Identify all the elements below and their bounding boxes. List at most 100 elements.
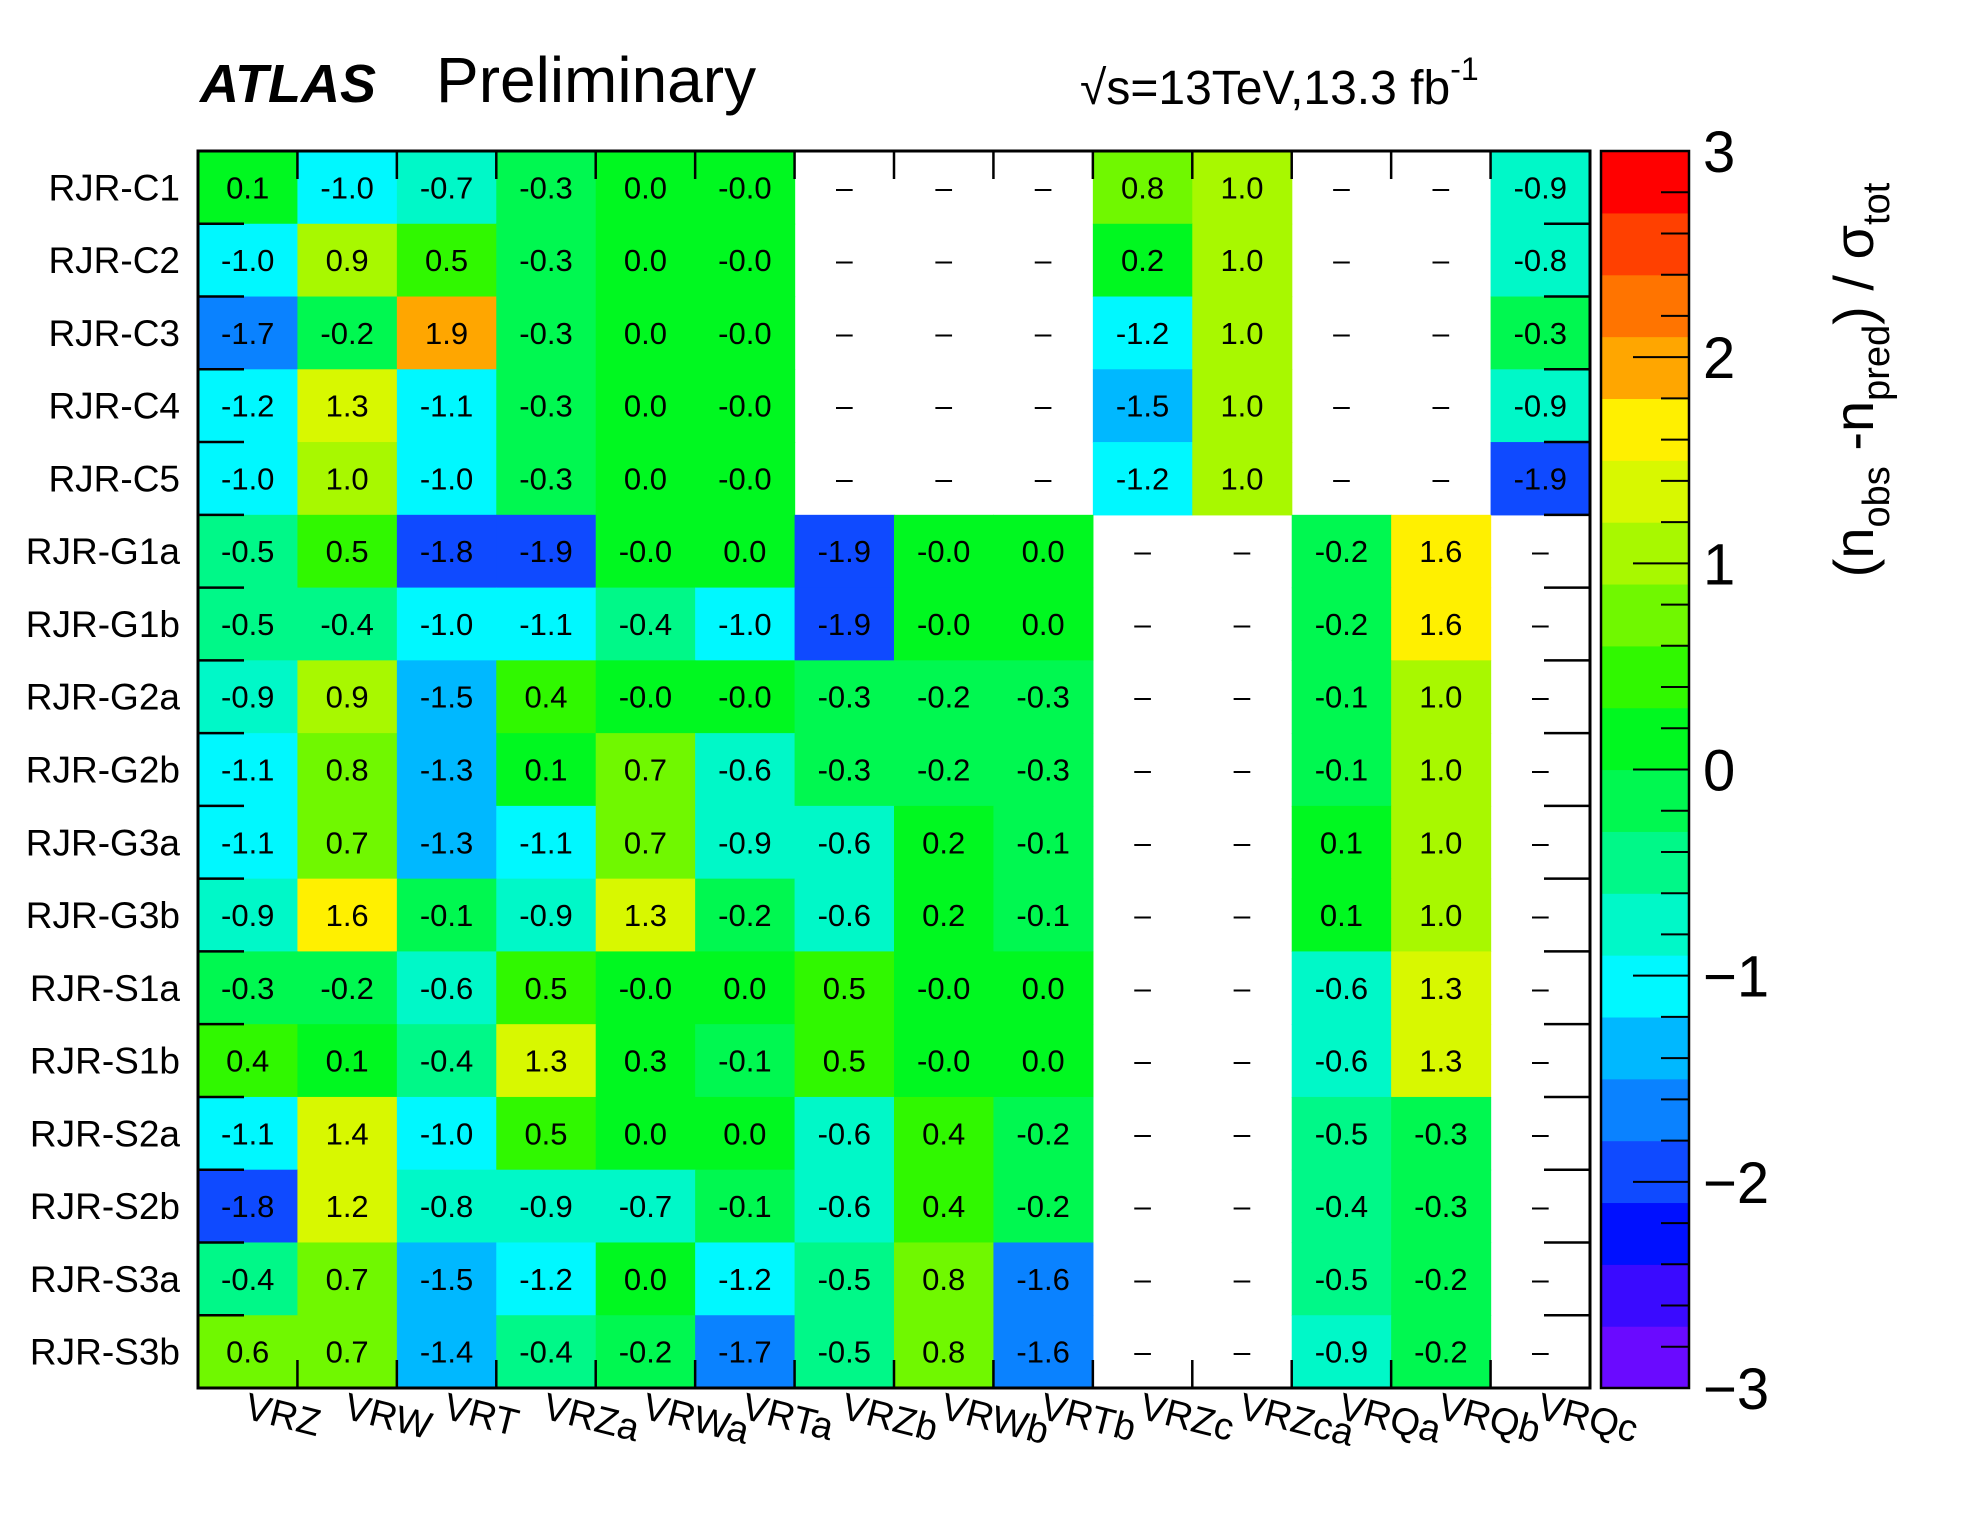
heatmap-cell (894, 1315, 995, 1389)
heatmap-cell (297, 442, 398, 516)
empty-cell-dash: – (1532, 681, 1549, 714)
heatmap-cell (794, 514, 895, 589)
cell-value-label: -0.0 (917, 607, 970, 642)
empty-cell-dash: – (935, 171, 952, 204)
colorbar-segment (1601, 460, 1689, 523)
heatmap-cell (794, 951, 895, 1025)
heatmap-cell (1291, 1024, 1392, 1098)
x-category-label: VRWa (639, 1386, 754, 1453)
cell-value-label: -0.6 (1315, 971, 1368, 1006)
x-category-label: VRT (440, 1386, 523, 1445)
empty-cell-dash: – (1234, 1045, 1251, 1078)
cell-value-label: 1.3 (1419, 971, 1462, 1006)
x-category-label: VRQa (1335, 1386, 1446, 1452)
empty-cell-dash: – (1532, 535, 1549, 568)
cell-value-label: 0.1 (524, 753, 567, 788)
y-category-label: RJR-G3a (26, 822, 181, 863)
empty-cell-dash: – (1532, 826, 1549, 859)
heatmap-cell (198, 1315, 299, 1389)
cell-value-label: -1.9 (818, 607, 871, 642)
empty-cell-dash: – (1333, 171, 1350, 204)
heatmap-cell (297, 587, 398, 661)
cell-value-label: 0.1 (326, 1044, 369, 1079)
cell-value-label: -1.0 (221, 461, 274, 496)
cell-value-label: -0.0 (718, 316, 771, 351)
y-category-label: RJR-C5 (48, 458, 180, 499)
cell-value-label: -0.3 (519, 316, 572, 351)
heatmap-cell (297, 1242, 398, 1316)
y-category-label: RJR-S1b (30, 1041, 180, 1082)
colorbar-segment (1601, 955, 1689, 1018)
cell-value-label: -0.2 (619, 1335, 672, 1370)
empty-cell-dash: – (836, 390, 853, 423)
cell-value-label: 1.6 (1419, 607, 1462, 642)
cell-value-label: 1.3 (524, 1044, 567, 1079)
cell-value-label: 0.4 (524, 680, 567, 715)
cell-value-label: 0.8 (922, 1335, 965, 1370)
heatmap-cell (297, 805, 398, 880)
cell-value-label: -0.3 (519, 243, 572, 278)
cell-value-label: -0.2 (320, 316, 373, 351)
y-category-label: RJR-C3 (48, 313, 180, 354)
empty-cell-dash: – (1234, 535, 1251, 568)
cell-value-label: 0.5 (823, 1044, 866, 1079)
cell-value-label: 1.0 (1220, 170, 1263, 205)
cell-value-label: -0.0 (718, 243, 771, 278)
heatmap-cell (993, 951, 1094, 1025)
cell-value-label: 1.0 (1419, 753, 1462, 788)
energy-label: √s=13TeV,13.3 fb-1 (1080, 51, 1479, 115)
heatmap-cell (297, 951, 398, 1025)
colorbar-title-tot: tot (1856, 182, 1898, 225)
cell-value-label: -0.2 (320, 971, 373, 1006)
cell-value-label: -0.9 (519, 1189, 572, 1224)
empty-cell-dash: – (1134, 681, 1151, 714)
cell-value-label: -0.6 (818, 898, 871, 933)
cell-value-label: -0.5 (1315, 1262, 1368, 1297)
heatmap-cell (1192, 296, 1293, 370)
y-axis-labels: RJR-C1 RJR-C2 RJR-C3 RJR-C4 RJR-C5 RJR-G1a RJR… (26, 167, 181, 1372)
cell-value-label: -0.1 (1016, 825, 1069, 860)
heatmap-cell (297, 369, 398, 443)
cell-value-label: -1.6 (1016, 1262, 1069, 1297)
cell-value-label: 1.3 (1419, 1044, 1462, 1079)
heatmap-cell (396, 1242, 497, 1316)
cell-value-label: -1.2 (519, 1262, 572, 1297)
heatmap-cell (198, 587, 299, 661)
heatmap-cell (198, 369, 299, 443)
heatmap-cell (595, 878, 696, 953)
heatmap-cell (396, 151, 497, 225)
cell-value-label: -1.9 (1514, 461, 1567, 496)
cell-value-label: 0.7 (624, 753, 667, 788)
heatmap-cell (297, 878, 398, 953)
cell-value-label: -0.3 (818, 753, 871, 788)
empty-cell-dash: – (836, 244, 853, 277)
y-category-label: RJR-G3b (26, 895, 180, 936)
cell-value-label: 1.4 (326, 1116, 369, 1151)
cell-value-label: 0.0 (624, 1116, 667, 1151)
heatmap-cell (595, 1024, 696, 1098)
heatmap-cell (794, 587, 895, 661)
heatmap-cell (496, 878, 597, 953)
cell-value-label: -1.7 (718, 1335, 771, 1370)
status-label: Preliminary (436, 44, 756, 116)
heatmap-cell (695, 1315, 796, 1389)
cell-value-label: -0.9 (1315, 1335, 1368, 1370)
cell-value-label: -1.9 (818, 534, 871, 569)
cell-value-label: -0.3 (1414, 1116, 1467, 1151)
heatmap-cell (993, 805, 1094, 880)
cell-value-label: 0.4 (226, 1044, 269, 1079)
cell-value-label: -1.0 (320, 170, 373, 205)
colorbar-title: (nobs -npred) / σtot (1822, 182, 1898, 577)
heatmap-cell (1291, 805, 1392, 880)
cell-value-label: 0.9 (326, 680, 369, 715)
colorbar-tick-label: 0 (1703, 739, 1735, 804)
heatmap-cell (1490, 369, 1591, 443)
heatmap-cell (794, 1169, 895, 1244)
heatmap-cell (1291, 587, 1392, 661)
heatmap-cell (1092, 442, 1193, 516)
heatmap-cell (794, 805, 895, 880)
cell-value-label: 0.0 (624, 1262, 667, 1297)
cell-value-label: -0.0 (718, 680, 771, 715)
cell-value-label: 1.6 (1419, 534, 1462, 569)
cell-value-label: -0.3 (1414, 1189, 1467, 1224)
